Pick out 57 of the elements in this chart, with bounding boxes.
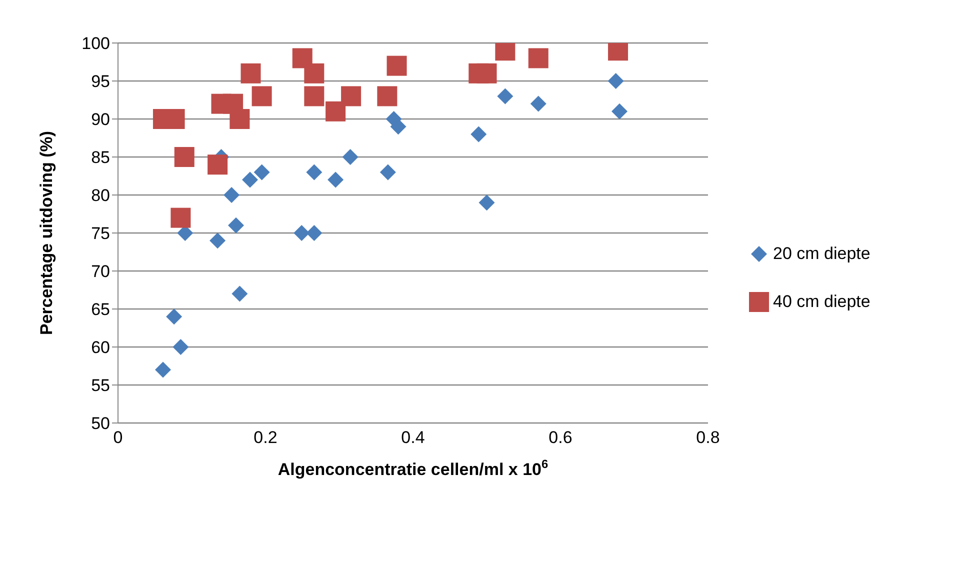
point (252, 86, 272, 106)
x-tick-label: 0.6 (548, 428, 572, 448)
point (608, 73, 624, 89)
point (224, 187, 240, 203)
point (254, 164, 270, 180)
point (174, 147, 194, 167)
point (342, 149, 358, 165)
point (328, 172, 344, 188)
point (304, 63, 324, 84)
y-tick-label: 80 (91, 186, 110, 206)
point (228, 217, 244, 234)
point (240, 63, 261, 84)
point (294, 225, 310, 241)
point (326, 101, 346, 122)
point (390, 118, 406, 135)
legend-label: 20 cm diepte (773, 244, 870, 264)
point (242, 172, 258, 188)
point (232, 286, 248, 302)
x-axis-title: Algenconcentratie cellen/ml x 10$^{6}$ (278, 457, 548, 479)
point (210, 232, 226, 249)
x-tick-label: 0.4 (401, 428, 425, 448)
y-tick-label: 95 (91, 72, 110, 92)
point (386, 56, 407, 76)
y-tick-label: 65 (91, 300, 110, 320)
point (154, 362, 171, 378)
y-tick-label: 55 (91, 376, 110, 396)
y-tick-label: 70 (91, 262, 110, 282)
point (612, 103, 628, 120)
x-tick-label: 0.8 (696, 428, 720, 448)
point (476, 63, 497, 84)
y-tick-label: 90 (91, 110, 110, 130)
point (380, 164, 396, 180)
y-tick-label: 100 (82, 34, 110, 54)
y-tick-label: 50 (91, 414, 110, 434)
point (306, 164, 322, 180)
point (470, 126, 487, 142)
point (172, 339, 189, 355)
y-tick-label: 60 (91, 338, 110, 358)
y-tick-label: 75 (91, 224, 110, 244)
y-tick-label: 85 (91, 148, 110, 168)
point (377, 86, 398, 106)
point (530, 96, 546, 112)
point (497, 88, 514, 104)
point (292, 48, 312, 68)
point (478, 194, 495, 211)
point (208, 154, 228, 175)
y-axis-title: Percentage uitdoving (%) (37, 130, 56, 336)
point (304, 86, 324, 106)
point (230, 109, 250, 129)
x-tick-label: 0 (113, 428, 123, 448)
x-tick-label: 0.2 (254, 428, 278, 448)
point (166, 308, 182, 325)
point (528, 48, 548, 68)
point (306, 225, 322, 241)
legend-label: 40 cm diepte (773, 292, 870, 312)
point (170, 208, 191, 228)
point (341, 86, 362, 106)
